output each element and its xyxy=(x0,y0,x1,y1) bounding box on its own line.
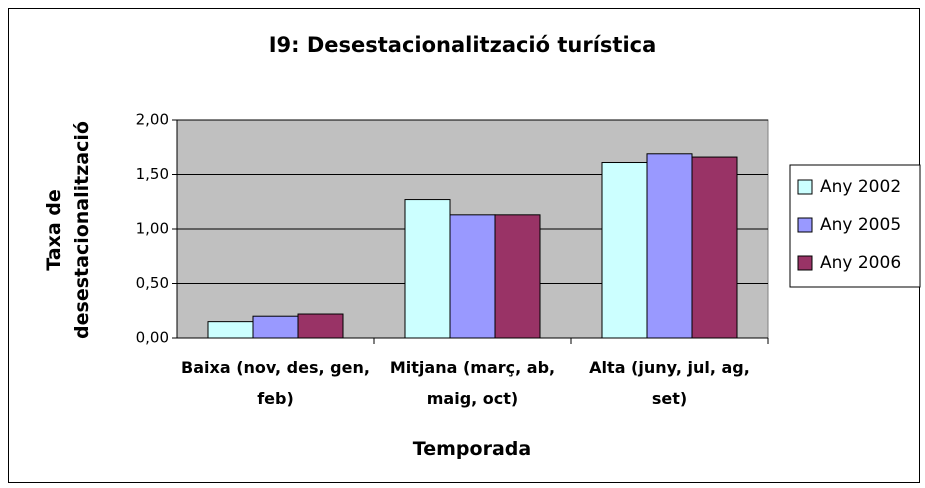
chart-title: I9: Desestacionalització turística xyxy=(268,33,657,57)
x-tick-label: Mitjana (març, ab, maig, oct) xyxy=(389,358,556,408)
bar xyxy=(404,199,451,339)
x-tick-label: Alta (juny, jul, ag, set) xyxy=(589,358,750,408)
bar xyxy=(449,214,496,339)
legend-label: Any 2002 xyxy=(820,177,901,197)
bar xyxy=(252,315,299,339)
x-axis-title: Temporada xyxy=(412,438,532,460)
x-tick-label: Baixa (nov, des, gen, feb) xyxy=(181,358,370,408)
bar xyxy=(297,313,344,339)
bar xyxy=(646,153,693,339)
legend-swatch xyxy=(797,255,813,271)
y-tick-label: 0,50 xyxy=(136,274,169,292)
y-tick-label: 2,00 xyxy=(136,111,169,129)
legend-label: Any 2005 xyxy=(820,215,901,235)
y-tick-label: 0,00 xyxy=(136,329,169,347)
y-tick-label: 1,50 xyxy=(136,165,169,183)
bar xyxy=(494,214,541,339)
legend-label: Any 2006 xyxy=(820,253,901,273)
bar xyxy=(601,162,648,339)
y-axis-title: Taxa de desestacionalització xyxy=(43,121,93,339)
legend-swatch xyxy=(797,179,813,195)
bar xyxy=(691,156,738,339)
legend-swatch xyxy=(797,217,813,233)
bar xyxy=(207,321,254,339)
y-tick-label: 1,00 xyxy=(136,220,169,238)
